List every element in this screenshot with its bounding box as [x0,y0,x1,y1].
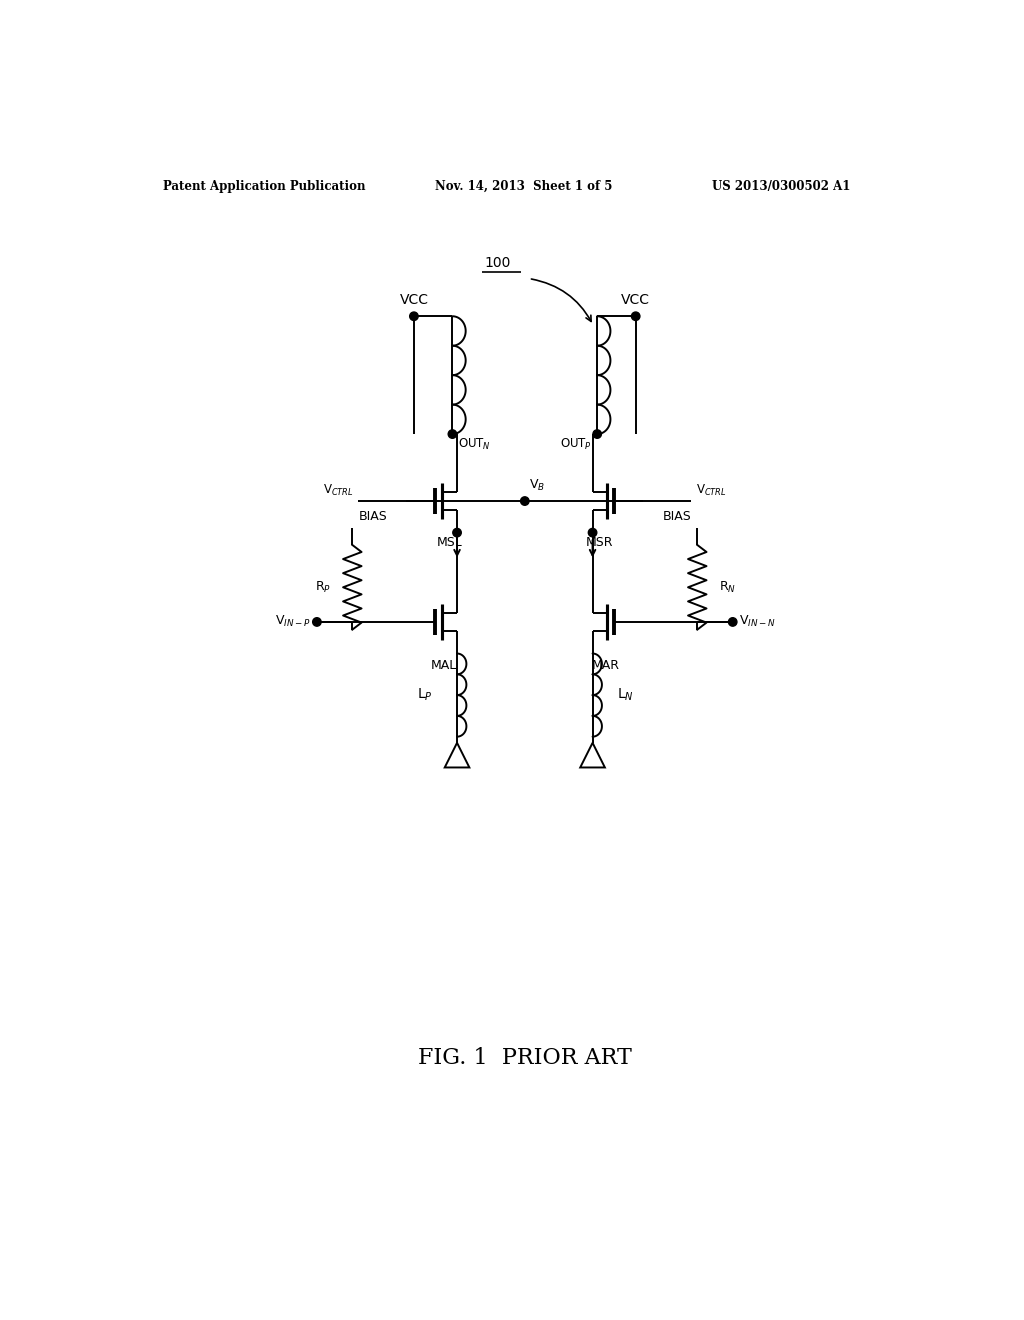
Text: 100: 100 [484,256,511,271]
Text: Patent Application Publication: Patent Application Publication [163,180,366,193]
Text: MSR: MSR [586,536,613,549]
Text: V$_{CTRL}$: V$_{CTRL}$ [324,483,354,498]
Circle shape [632,312,640,321]
Text: OUT$_P$: OUT$_P$ [560,437,592,453]
Text: V$_{IN-P}$: V$_{IN-P}$ [274,614,310,630]
Text: FIG. 1  PRIOR ART: FIG. 1 PRIOR ART [418,1047,632,1069]
Text: R$_N$: R$_N$ [719,579,736,595]
Text: V$_{CTRL}$: V$_{CTRL}$ [695,483,726,498]
Circle shape [593,430,601,438]
Circle shape [449,430,457,438]
Text: BIAS: BIAS [358,511,387,524]
Circle shape [453,528,461,537]
Text: V$_{IN-N}$: V$_{IN-N}$ [739,614,776,630]
Text: V$_B$: V$_B$ [528,478,545,494]
Text: VCC: VCC [399,293,428,308]
Circle shape [312,618,322,626]
Text: BIAS: BIAS [663,511,691,524]
Text: R$_P$: R$_P$ [314,579,331,595]
Text: OUT$_N$: OUT$_N$ [458,437,490,453]
Text: MSL: MSL [436,536,462,549]
Circle shape [728,618,737,626]
Text: MAR: MAR [592,659,620,672]
Circle shape [410,312,418,321]
Circle shape [589,528,597,537]
Text: L$_P$: L$_P$ [417,686,432,704]
Text: L$_N$: L$_N$ [617,686,634,704]
Circle shape [520,496,529,506]
Text: US 2013/0300502 A1: US 2013/0300502 A1 [712,180,850,193]
Text: VCC: VCC [622,293,650,308]
Text: MAL: MAL [431,659,457,672]
Text: Nov. 14, 2013  Sheet 1 of 5: Nov. 14, 2013 Sheet 1 of 5 [435,180,612,193]
